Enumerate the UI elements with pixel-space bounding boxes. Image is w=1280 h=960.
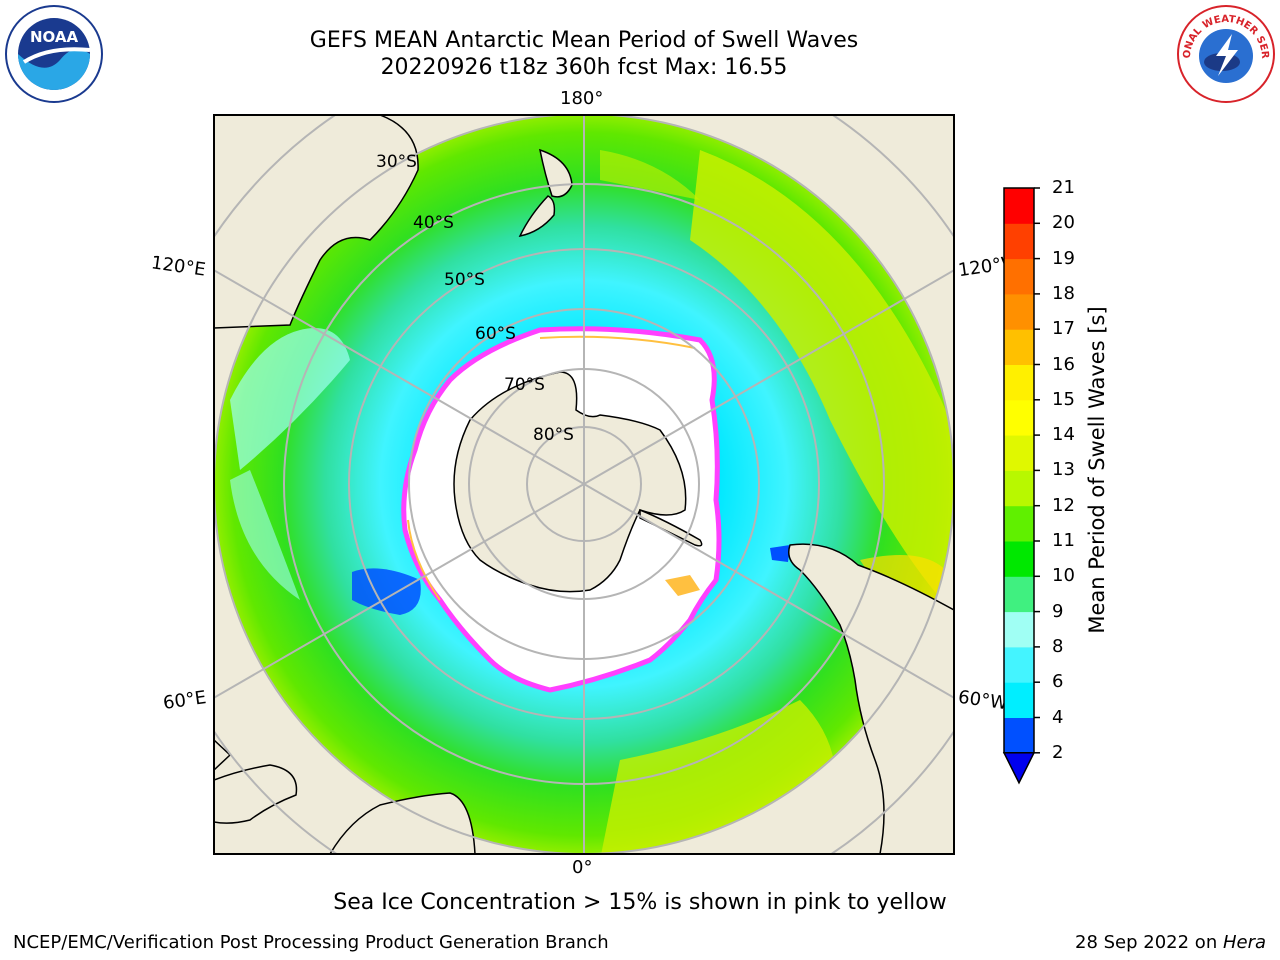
colorbar-segment [1004,364,1034,401]
nws-logo: NATIONAL WEATHER SERVICE [1176,4,1275,103]
colorbar-segment [1004,576,1034,613]
colorbar-tick-label: 15 [1052,388,1075,410]
lat-label-30s: 30°S [376,152,417,172]
colorbar-tick-label: 17 [1052,318,1075,340]
africa-land [329,792,476,854]
colorbar-tick-label: 6 [1052,671,1064,693]
sea-ice-caption: Sea Ice Concentration > 15% is shown in … [333,890,947,915]
map-frame [213,114,955,855]
colorbar [1002,187,1040,785]
footer-branch: NCEP/EMC/Verification Post Processing Pr… [13,932,609,953]
colorbar-tick-label: 10 [1052,565,1075,587]
colorbar-tick-label: 12 [1052,494,1075,516]
africa-coast-land [214,738,232,772]
meridian-120w [583,269,954,485]
colorbar-tick-label: 18 [1052,282,1075,304]
colorbar-label: Mean Period of Swell Waves [s] [1085,306,1109,634]
lat-label-60s: 60°S [475,324,516,344]
chart-subtitle: 20220926 t18z 360h fcst Max: 16.55 [380,55,788,80]
colorbar-tick-label: 19 [1052,247,1075,269]
australia-land [214,115,419,329]
colorbar-tick-label: 4 [1052,706,1064,728]
colorbar-tick-label: 20 [1052,212,1075,234]
colorbar-tick-label: 9 [1052,600,1064,622]
sea-ice-patch [665,575,700,596]
sea-ice-inner-edge [539,335,696,349]
meridian-60e [214,483,585,699]
colorbar-tick-label: 8 [1052,635,1064,657]
colorbar-tick-label: 11 [1052,530,1075,551]
graticule [214,115,954,854]
colorbar-segment [1004,505,1034,542]
colorbar-segment [1004,188,1034,224]
colorbar-segment [1004,258,1034,295]
lon-label-0: 0° [572,857,593,878]
colorbar-segment [1004,682,1034,718]
colorbar-segment [1004,541,1034,577]
colorbar-tick-label: 2 [1052,741,1064,763]
new-zealand-south [518,195,556,238]
footer-date: 28 Sep 2022 on Hera [1075,932,1266,953]
colorbar-tick-label: 21 [1052,177,1075,198]
madagascar-land [214,764,298,824]
noaa-logo-text: NOAA [30,28,79,46]
lat-label-80s: 80°S [533,425,574,445]
colorbar-segment [1004,435,1034,471]
colorbar-tick-label: 16 [1052,353,1075,375]
lon-label-180: 180° [560,88,604,109]
colorbar-segment [1004,611,1034,648]
lat-label-50s: 50°S [444,270,485,290]
colorbar-tick-label: 13 [1052,459,1075,481]
colorbar-segment [1004,717,1034,754]
colorbar-tick-label: 14 [1052,424,1075,446]
colorbar-segment [1004,646,1034,683]
noaa-logo: NOAA [5,5,103,103]
colorbar-segment [1004,223,1034,260]
footer-machine: Hera [1222,932,1266,953]
colorbar-under-arrow [1002,752,1036,785]
lat-label-40s: 40°S [413,213,454,233]
chart-title: GEFS MEAN Antarctic Mean Period of Swell… [309,28,859,53]
lat-label-70s: 70°S [504,375,545,395]
meridian-60w [583,483,954,699]
footer-date-text: 28 Sep 2022 on [1075,932,1223,953]
colorbar-segment [1004,399,1034,436]
south-america-land [788,543,954,854]
colorbar-segment [1004,470,1034,507]
colorbar-segment [1004,293,1034,330]
meridian-120e [214,269,585,485]
colorbar-segment [1004,329,1034,365]
